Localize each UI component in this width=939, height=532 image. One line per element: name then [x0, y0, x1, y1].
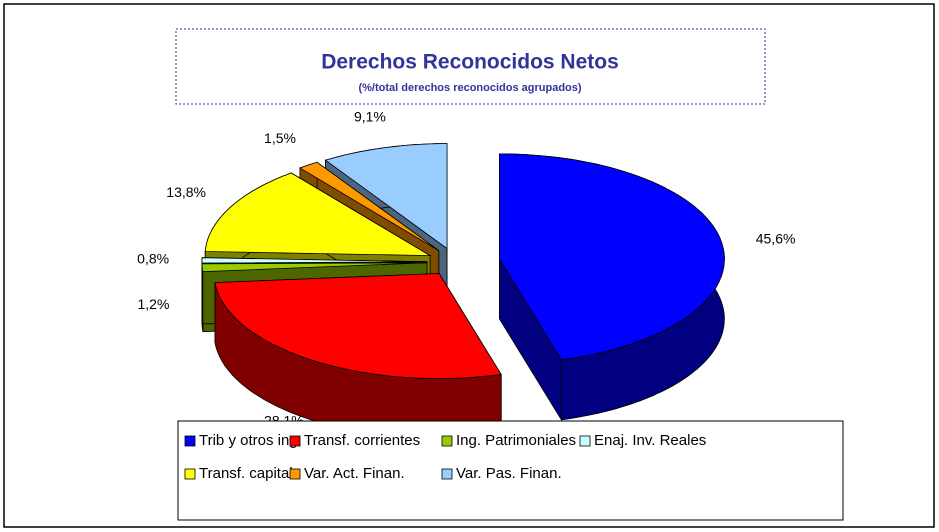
- slice: [298, 161, 440, 251]
- legend-label: Ing. Patrimoniales: [456, 432, 576, 449]
- legend-box: [177, 420, 844, 521]
- legend-swatch: [441, 468, 453, 480]
- legend-swatch: [289, 468, 301, 480]
- chart-title: Derechos Reconocidos Netos: [321, 51, 619, 74]
- slice: [324, 143, 448, 250]
- data-label: 0,8%: [137, 251, 169, 267]
- data-label: 1,2%: [137, 296, 169, 312]
- slice-wall: [201, 263, 204, 332]
- legend-swatch: [441, 435, 453, 447]
- legend-swatch: [184, 435, 196, 447]
- data-label: 9,1%: [354, 108, 386, 124]
- legend-label: Var. Pas. Finan.: [456, 465, 562, 482]
- data-label: 45,6%: [756, 231, 796, 247]
- slice: [201, 262, 428, 273]
- legend-label: Transf. capital: [199, 465, 293, 482]
- legend-swatch: [579, 435, 591, 447]
- legend-label: Transf. corrientes: [304, 432, 420, 449]
- slice: [214, 273, 502, 379]
- legend-label: Enaj. Inv. Reales: [594, 432, 706, 449]
- legend-swatch: [184, 468, 196, 480]
- legend-label: Trib y otros ing.: [199, 432, 302, 449]
- chart-subtitle: (%/total derechos reconocidos agrupados): [358, 82, 581, 94]
- data-label: 1,5%: [264, 130, 296, 146]
- legend-swatch: [289, 435, 301, 447]
- data-label: 13,8%: [166, 184, 206, 200]
- legend-label: Var. Act. Finan.: [304, 465, 405, 482]
- slice: [498, 153, 725, 361]
- slice: [204, 172, 432, 257]
- slice: [201, 257, 428, 264]
